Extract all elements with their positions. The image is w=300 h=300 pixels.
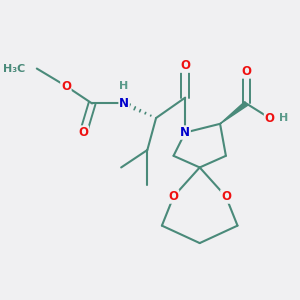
Polygon shape (220, 102, 248, 124)
Text: N: N (119, 97, 129, 110)
Text: H: H (119, 81, 129, 91)
Text: O: O (265, 112, 275, 124)
Text: O: O (169, 190, 178, 203)
Text: O: O (78, 126, 88, 139)
Text: H: H (279, 113, 289, 123)
Text: O: O (61, 80, 71, 92)
Text: O: O (241, 65, 251, 78)
Text: H₃C: H₃C (3, 64, 25, 74)
Text: N: N (180, 126, 190, 139)
Text: O: O (221, 190, 231, 203)
Text: O: O (180, 59, 190, 72)
